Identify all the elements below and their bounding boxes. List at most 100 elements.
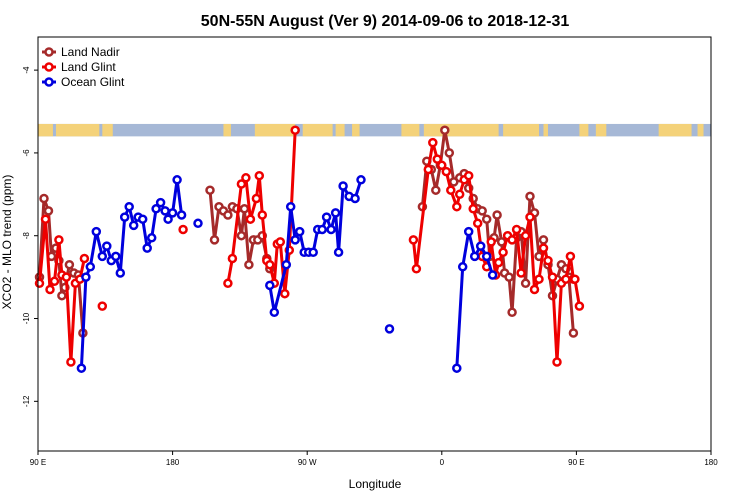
- y-axis: -12 -10 -8 -6 -4: [22, 66, 38, 407]
- land-band-segment: [102, 123, 113, 137]
- data-point: [160, 206, 170, 216]
- x-tick-label: 90 E: [568, 458, 584, 467]
- data-point: [91, 226, 102, 237]
- data-point: [330, 208, 341, 218]
- data-point: [257, 210, 268, 220]
- data-point: [543, 255, 553, 266]
- data-point: [244, 259, 254, 270]
- data-point: [463, 226, 474, 237]
- legend-marker: [44, 62, 54, 72]
- data-point: [64, 259, 75, 270]
- x-tick-label: 0: [440, 458, 445, 467]
- legend-entry: Ocean Glint: [42, 75, 125, 89]
- data-point: [454, 189, 465, 200]
- data-point: [493, 257, 504, 268]
- data-point: [193, 218, 203, 229]
- data-point: [151, 204, 161, 214]
- data-point: [245, 214, 256, 224]
- data-point: [167, 208, 178, 218]
- data-point: [481, 214, 492, 224]
- legend-marker: [44, 47, 54, 57]
- x-tick-label: 90 W: [298, 458, 317, 467]
- data-point: [176, 210, 187, 220]
- data-point: [124, 201, 134, 212]
- data-point: [486, 237, 496, 247]
- data-point: [440, 125, 450, 135]
- data-point: [290, 125, 300, 135]
- data-point: [538, 243, 549, 253]
- data-point: [565, 251, 576, 262]
- data-point: [452, 363, 462, 373]
- data-point: [40, 214, 51, 224]
- x-tick-label: 180: [704, 458, 718, 467]
- data-point: [492, 210, 502, 220]
- data-point: [57, 290, 67, 301]
- data-point: [507, 235, 517, 245]
- data-point: [236, 230, 247, 241]
- data-point: [431, 185, 441, 195]
- data-point: [350, 193, 360, 204]
- data-point: [520, 230, 531, 241]
- data-point: [97, 251, 108, 262]
- data-point: [163, 214, 173, 224]
- data-point: [49, 276, 60, 287]
- data-point: [469, 251, 480, 262]
- data-point: [428, 137, 438, 148]
- data-point: [34, 278, 45, 289]
- y-tick-label: -12: [22, 395, 31, 407]
- data-point: [468, 204, 478, 214]
- data-point: [269, 307, 280, 318]
- legend-label: Ocean Glint: [61, 75, 125, 89]
- data-point: [457, 262, 468, 272]
- legend-entry: Land Nadir: [42, 45, 120, 59]
- ocean-band: [38, 123, 711, 137]
- data-point: [236, 179, 247, 189]
- data-point: [285, 201, 296, 212]
- data-point: [172, 175, 182, 185]
- land-band-segment: [254, 123, 296, 137]
- data-point: [137, 214, 148, 224]
- data-point: [321, 212, 332, 222]
- data-point: [547, 272, 558, 282]
- land-band-segment: [658, 123, 692, 137]
- data-point: [155, 197, 166, 208]
- data-point: [444, 148, 455, 158]
- data-point: [227, 253, 238, 264]
- data-point: [333, 247, 344, 258]
- data-point: [97, 301, 108, 311]
- x-axis: 90 E 180 90 W 0 90 E 180: [30, 451, 718, 467]
- data-point: [61, 272, 72, 282]
- data-point: [487, 270, 498, 280]
- data-point: [265, 259, 275, 270]
- data-point: [538, 235, 549, 245]
- data-point: [254, 170, 265, 181]
- x-tick-label: 90 E: [30, 458, 46, 467]
- legend-entry: Land Glint: [42, 60, 116, 74]
- data-point: [241, 173, 251, 183]
- data-point: [441, 166, 452, 177]
- data-point: [308, 247, 318, 258]
- data-point: [251, 193, 262, 204]
- data-point: [475, 241, 486, 251]
- data-point: [568, 328, 579, 338]
- data-point: [516, 268, 526, 278]
- data-point: [115, 268, 126, 278]
- land-band-segment: [503, 123, 540, 137]
- data-point: [520, 278, 531, 289]
- data-point: [85, 262, 96, 272]
- data-point: [481, 251, 492, 262]
- land-band-segment: [543, 123, 548, 137]
- data-point: [54, 235, 64, 245]
- land-ocean-band: [38, 123, 711, 137]
- data-point: [326, 224, 336, 235]
- land-band-segment: [595, 123, 607, 137]
- y-axis-label: XCO2 - MLO trend (ppm): [0, 175, 14, 310]
- series-land-nadir: [34, 125, 579, 338]
- data-point: [111, 251, 121, 262]
- data-point: [146, 233, 157, 243]
- plot-frame: [37, 36, 712, 452]
- data-point: [574, 301, 585, 311]
- land-band-segment: [55, 123, 100, 137]
- data-point: [223, 278, 233, 289]
